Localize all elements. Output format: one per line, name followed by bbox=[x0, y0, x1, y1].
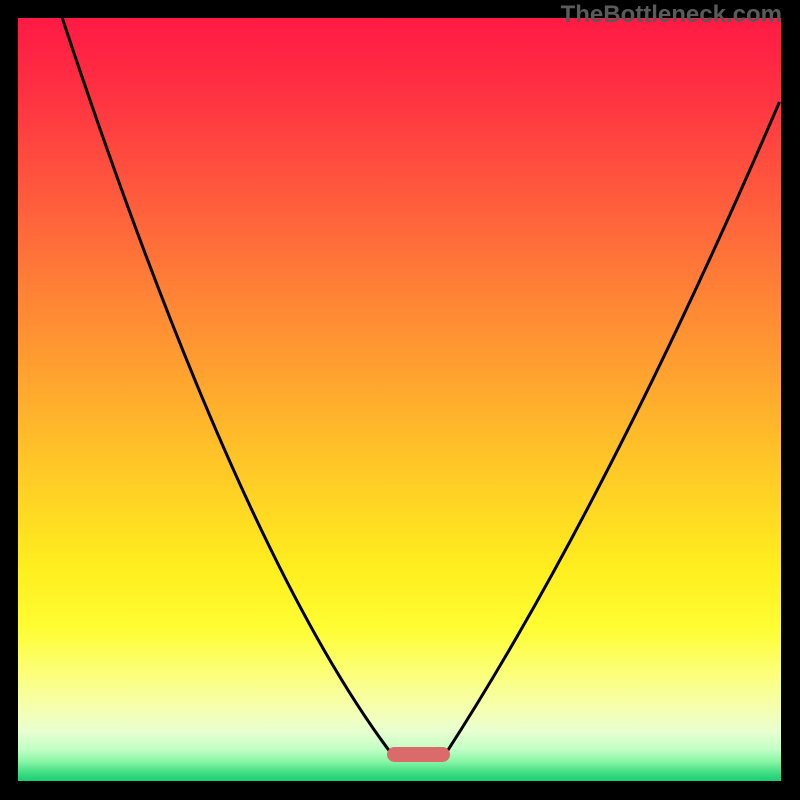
curve-right-branch bbox=[445, 102, 779, 754]
watermark-text: TheBottleneck.com bbox=[561, 1, 782, 29]
curve-left-branch bbox=[62, 18, 392, 754]
chart-container: TheBottleneck.com bbox=[0, 0, 800, 800]
plot-area bbox=[18, 18, 781, 781]
vertex-marker bbox=[387, 747, 450, 761]
v-curve bbox=[18, 18, 781, 781]
